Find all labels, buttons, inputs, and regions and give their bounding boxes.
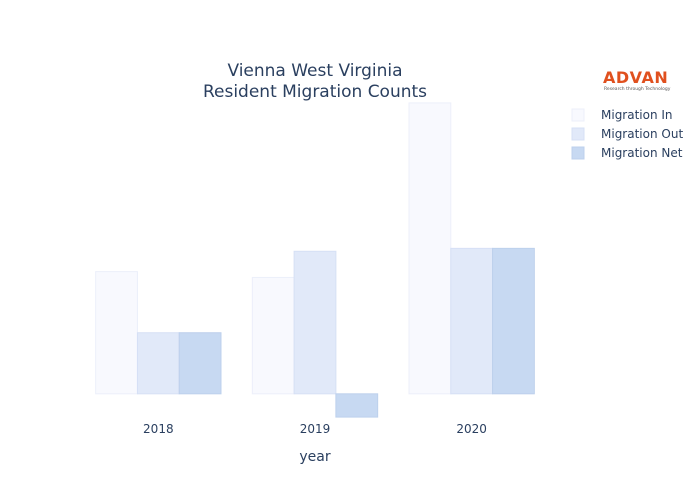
advan-logo: ADVAN Research through Technology bbox=[603, 68, 671, 92]
chart-subtitle: Resident Migration Counts bbox=[203, 82, 427, 102]
bar-migration-net-2019 bbox=[335, 393, 379, 418]
x-tick-label: 2019 bbox=[300, 422, 331, 436]
legend-item[interactable]: Migration Net bbox=[571, 146, 683, 160]
legend-label: Migration Out bbox=[601, 127, 683, 141]
x-tick-labels: 2018 2019 2020 bbox=[143, 422, 487, 436]
legend-swatch bbox=[571, 146, 585, 160]
bar-migration-out-2019 bbox=[293, 250, 337, 395]
x-axis-title: year bbox=[299, 449, 330, 465]
x-tick-label: 2020 bbox=[456, 422, 487, 436]
bar-migration-net-2020 bbox=[492, 247, 535, 395]
bars-layer bbox=[95, 102, 535, 418]
bar-migration-in-2018 bbox=[95, 271, 138, 395]
legend: Migration In Migration Out Migration Net bbox=[571, 108, 683, 160]
bar-migration-out-2020 bbox=[450, 247, 494, 395]
logo-wordmark: ADVAN bbox=[603, 68, 668, 87]
legend-item[interactable]: Migration In bbox=[571, 108, 673, 122]
bar-migration-out-2018 bbox=[136, 332, 180, 395]
x-tick-label: 2018 bbox=[143, 422, 174, 436]
logo-tagline: Research through Technology bbox=[604, 86, 671, 92]
legend-label: Migration In bbox=[601, 108, 673, 122]
bar-migration-in-2019 bbox=[251, 276, 295, 395]
legend-item[interactable]: Migration Out bbox=[571, 127, 683, 141]
legend-swatch bbox=[571, 108, 585, 122]
chart-title: Vienna West Virginia bbox=[227, 61, 402, 81]
legend-label: Migration Net bbox=[601, 146, 683, 160]
legend-swatch bbox=[571, 127, 585, 141]
bar-migration-net-2018 bbox=[178, 332, 222, 395]
bar-migration-in-2020 bbox=[408, 102, 452, 395]
